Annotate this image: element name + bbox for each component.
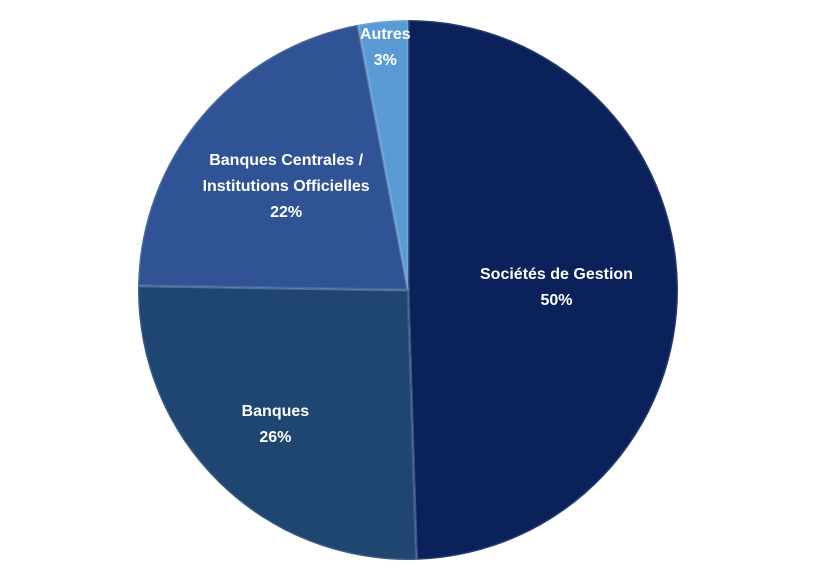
slice-category: Autres	[360, 26, 411, 44]
slice-label: Autres 3%	[270, 22, 500, 74]
slice-label: Banques Centrales / Institutions Officie…	[171, 148, 401, 226]
slice-value: 22%	[270, 204, 303, 222]
slice-category: Sociétés de Gestion	[480, 265, 633, 283]
pie-slice	[136, 22, 410, 292]
slice-value: 3%	[373, 52, 397, 70]
slice-value: 26%	[259, 428, 292, 446]
pie-slice	[136, 284, 418, 562]
pie-slice	[356, 18, 410, 291]
pie-slice	[406, 18, 680, 562]
slice-label: Banques 26%	[160, 399, 390, 451]
slice-value: 50%	[540, 291, 573, 309]
slice-category: Banques	[241, 402, 310, 420]
slice-label: Sociétés de Gestion 50%	[441, 262, 671, 314]
slice-category: Banques Centrales / Institutions Officie…	[202, 152, 370, 196]
